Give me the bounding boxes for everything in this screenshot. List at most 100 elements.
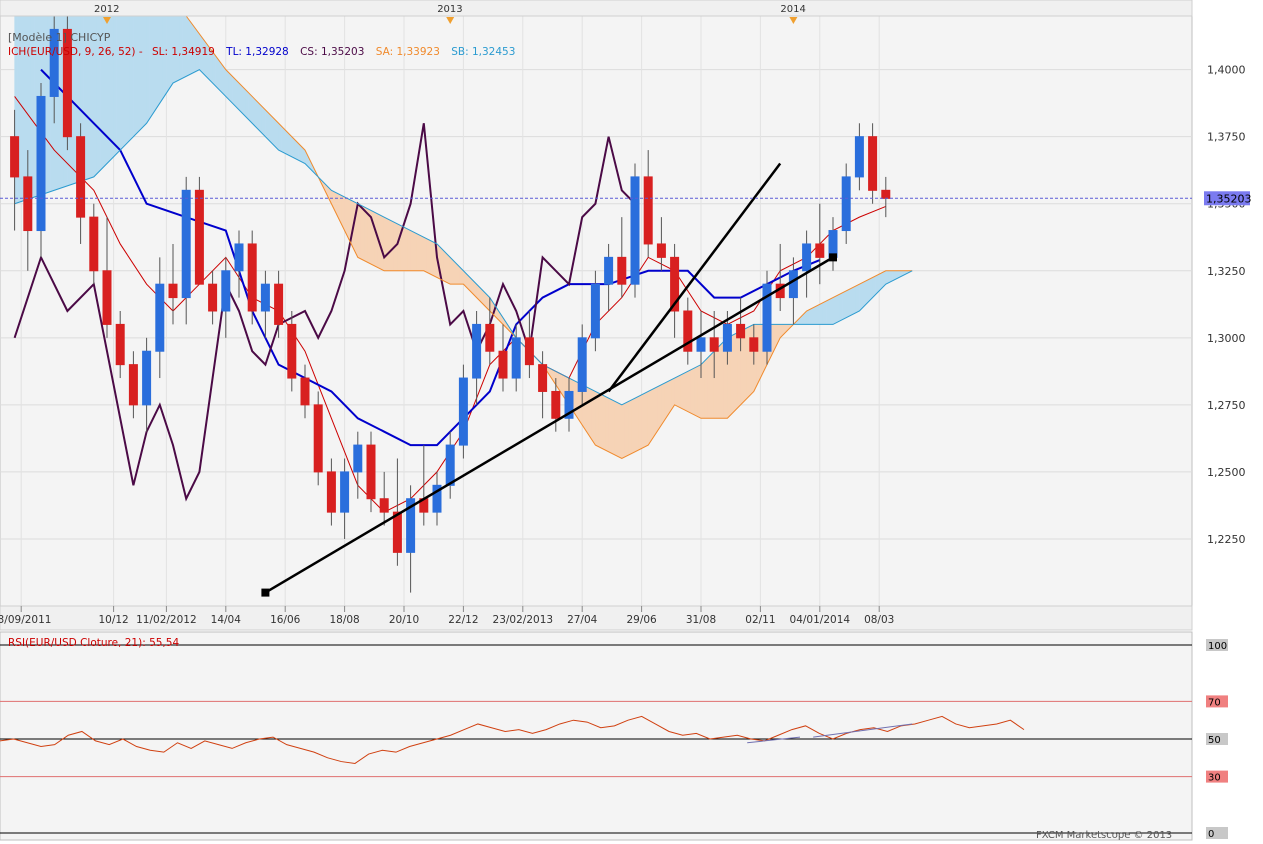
candle — [313, 391, 323, 486]
candle — [762, 270, 772, 365]
price-tick-label: 1,2750 — [1207, 399, 1246, 412]
price-tick-label: 1,2500 — [1207, 466, 1246, 479]
trendline-short[interactable] — [607, 162, 782, 393]
candle — [709, 311, 719, 379]
price-tick-label: 1,3750 — [1207, 131, 1246, 144]
trendline-handle[interactable] — [261, 588, 270, 597]
candle — [89, 203, 99, 285]
candle — [49, 2, 59, 124]
rsi-tick-label: 50 — [1208, 735, 1221, 746]
rsi-trendline[interactable] — [747, 736, 801, 744]
sl-value: SL: 1,34919 — [152, 46, 215, 58]
tl-value: TL: 1,32928 — [225, 46, 289, 58]
candle — [551, 378, 561, 432]
candle — [221, 257, 231, 338]
candle — [841, 163, 851, 244]
candle — [36, 83, 46, 258]
legend: [Modèle 1] CHICYP ICH(EUR/USD, 9, 26, 52… — [8, 31, 515, 58]
candle — [643, 150, 653, 258]
candle — [208, 270, 218, 325]
candle — [76, 123, 86, 244]
candle — [181, 176, 191, 325]
indicator-line: ICH(EUR/USD, 9, 26, 52) - SL: 1,34919 TL… — [8, 46, 515, 58]
price-panel: 1,22501,25001,27501,30001,32501,35001,37… — [0, 2, 1252, 607]
candle — [696, 311, 706, 379]
candle — [511, 324, 521, 392]
footer-credit: FXCM Marketscope © 2013 — [1036, 830, 1172, 841]
candle — [604, 243, 614, 311]
price-tick-label: 1,4000 — [1207, 64, 1246, 77]
year-marker — [446, 17, 455, 24]
date-tick-label: 22/12 — [448, 614, 478, 626]
rsi-tick-label: 30 — [1208, 773, 1221, 784]
senkou_b-line — [14, 69, 913, 406]
candle — [406, 485, 416, 593]
candle — [868, 123, 878, 204]
candle — [670, 243, 680, 338]
candle — [194, 176, 204, 285]
candle — [485, 297, 495, 365]
year-marker — [789, 17, 798, 24]
candle — [445, 431, 455, 499]
rsi-tick-label: 0 — [1208, 829, 1214, 840]
year-strip: 2012 2013 2014 — [0, 0, 1193, 24]
candle — [498, 324, 508, 392]
date-tick-label: 04/01/2014 — [790, 614, 851, 626]
candle — [326, 458, 336, 526]
trendline-long[interactable] — [264, 256, 834, 594]
trendline-handle[interactable] — [829, 253, 837, 262]
trendlines[interactable] — [261, 162, 837, 597]
current-price-label: 1,35203 — [1206, 192, 1252, 205]
date-tick-label: 18/08 — [329, 614, 359, 626]
date-tick-label: 27/04 — [567, 614, 598, 626]
current-price-tag: 1,35203 — [1204, 191, 1252, 206]
candle — [656, 217, 666, 271]
template-title: [Modèle 1] CHICYP — [8, 31, 111, 44]
date-axis: 03/09/2011 10/12 11/02/2012 14/04 16/06 18/08… — [0, 605, 1193, 631]
candle — [815, 203, 825, 285]
rsi-panel: RSI(EUR/USD Cloture, 21): 55,54 100 70 50 3… — [0, 631, 1228, 841]
date-tick-label: 02/11 — [745, 614, 775, 626]
candle — [524, 311, 534, 379]
candle — [247, 230, 257, 325]
candle — [749, 324, 759, 365]
sb-value: SB: 1,32453 — [451, 46, 515, 58]
candle — [736, 297, 746, 352]
candle — [142, 337, 152, 432]
candle — [62, 16, 72, 151]
price-tick-label: 1,3000 — [1207, 332, 1246, 345]
price-tick-label: 1,3250 — [1207, 265, 1246, 278]
candle — [23, 150, 33, 271]
candle — [432, 471, 442, 526]
date-tick-label: 08/03 — [864, 614, 894, 626]
date-tick-label: 16/06 — [270, 614, 301, 626]
candle — [392, 458, 402, 566]
price-axis: 1,22501,25001,27501,30001,32501,35001,37… — [1207, 64, 1246, 546]
rsi-plot-area[interactable] — [0, 631, 1193, 841]
candle — [854, 123, 864, 191]
candle — [379, 471, 389, 526]
year-label: 2013 — [437, 4, 462, 15]
price-tick-label: 1,2250 — [1207, 533, 1246, 546]
candle — [538, 351, 548, 419]
date-tick-label: 29/06 — [626, 614, 657, 626]
candle — [128, 351, 138, 419]
date-tick-label: 31/08 — [686, 614, 716, 626]
candle — [115, 311, 125, 379]
candle — [366, 431, 376, 513]
candle — [458, 364, 468, 459]
candle — [590, 270, 600, 352]
rsi-trendline[interactable] — [813, 723, 913, 738]
candles — [10, 2, 891, 593]
date-tick-label: 10/12 — [98, 614, 128, 626]
year-label: 2012 — [94, 4, 119, 15]
candle — [155, 257, 165, 379]
candle — [168, 243, 178, 325]
candle — [102, 217, 112, 338]
candle — [234, 230, 244, 298]
candle — [617, 217, 627, 298]
candle — [353, 431, 363, 499]
date-tick-label: 20/10 — [389, 614, 419, 626]
rsi-tick-label: 100 — [1208, 641, 1227, 652]
candle — [683, 297, 693, 365]
